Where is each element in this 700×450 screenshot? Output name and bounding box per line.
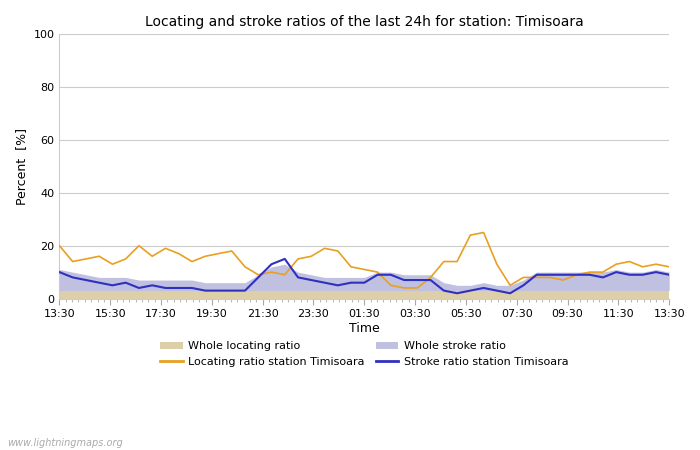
Legend: Whole locating ratio, Locating ratio station Timisoara, Whole stroke ratio, Stro: Whole locating ratio, Locating ratio sta…	[160, 342, 568, 367]
X-axis label: Time: Time	[349, 322, 379, 335]
Y-axis label: Percent  [%]: Percent [%]	[15, 128, 28, 205]
Title: Locating and stroke ratios of the last 24h for station: Timisoara: Locating and stroke ratios of the last 2…	[145, 15, 584, 29]
Text: www.lightningmaps.org: www.lightningmaps.org	[7, 438, 122, 448]
